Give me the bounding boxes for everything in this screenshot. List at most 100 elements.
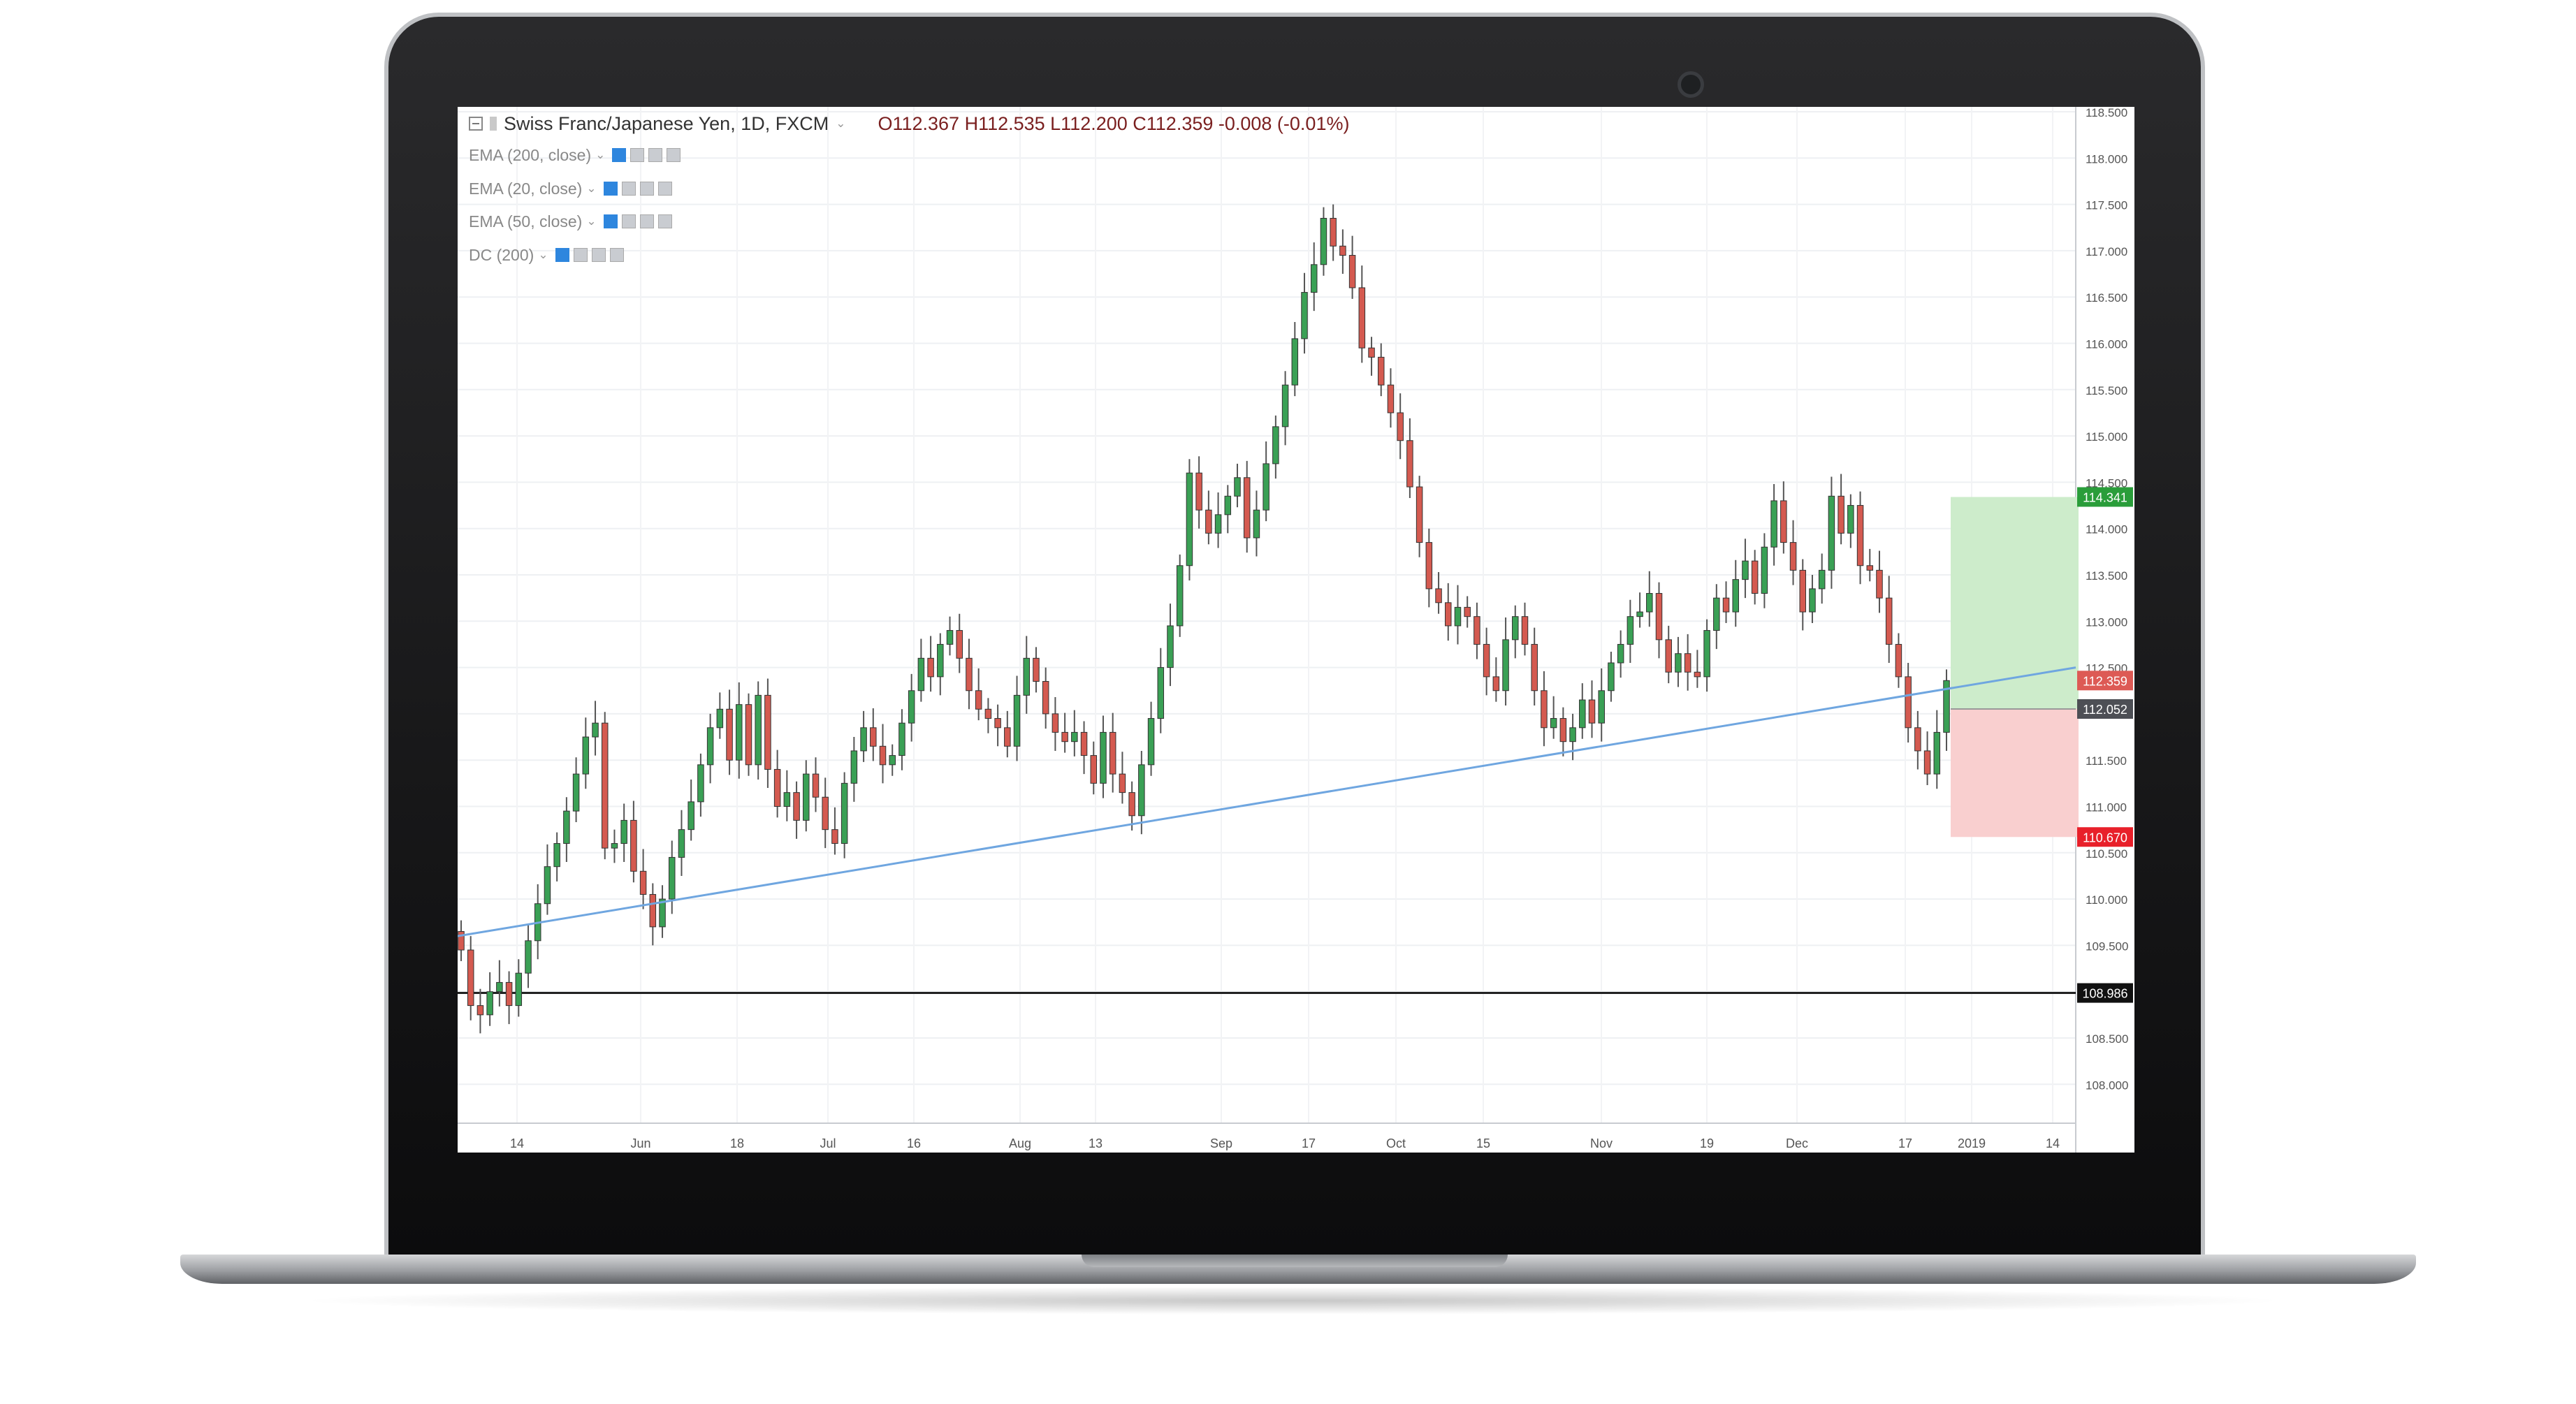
candle bbox=[1080, 731, 1088, 756]
settings-icon[interactable] bbox=[621, 214, 636, 228]
settings-icon[interactable] bbox=[573, 248, 588, 262]
chevron-down-icon[interactable]: ⌄ bbox=[595, 148, 606, 161]
candle bbox=[1214, 514, 1222, 534]
candle bbox=[812, 773, 820, 798]
eye-icon[interactable] bbox=[603, 182, 618, 196]
more-icon[interactable] bbox=[648, 148, 663, 162]
candle bbox=[937, 643, 944, 678]
x-tick-label: 14 bbox=[510, 1136, 524, 1150]
candle bbox=[1061, 731, 1068, 743]
candle bbox=[1167, 625, 1174, 668]
candle bbox=[803, 773, 810, 821]
eye-icon[interactable] bbox=[555, 248, 569, 262]
close-icon[interactable] bbox=[609, 248, 624, 262]
candle bbox=[611, 843, 618, 849]
close-icon[interactable] bbox=[657, 182, 672, 196]
more-icon[interactable] bbox=[591, 248, 606, 262]
candle bbox=[1243, 477, 1251, 539]
y-tick-label: 111.500 bbox=[2086, 754, 2127, 768]
candle bbox=[1512, 616, 1519, 641]
candle bbox=[1234, 477, 1241, 497]
candle bbox=[1876, 569, 1883, 599]
candle bbox=[1751, 560, 1759, 594]
candle bbox=[1675, 653, 1682, 673]
x-tick-label: 14 bbox=[2046, 1136, 2060, 1150]
candle bbox=[1789, 542, 1797, 571]
indicator-dc-200[interactable]: DC (200) ⌄ bbox=[469, 244, 624, 266]
chart-screen[interactable]: 108.000108.500109.000109.500110.000110.5… bbox=[458, 107, 2134, 1153]
laptop-shadow bbox=[293, 1287, 2292, 1315]
close-icon[interactable] bbox=[657, 214, 672, 228]
candle bbox=[1694, 671, 1701, 678]
candle bbox=[1608, 662, 1615, 692]
candle bbox=[1310, 264, 1318, 293]
price-chart[interactable]: 108.000108.500109.000109.500110.000110.5… bbox=[458, 107, 2134, 1153]
chevron-down-icon[interactable]: ⌄ bbox=[836, 117, 846, 130]
support-price-label: 108.986 bbox=[2082, 987, 2127, 1001]
candle bbox=[755, 694, 762, 766]
candle bbox=[927, 657, 934, 678]
indicator-ema-200[interactable]: EMA (200, close) ⌄ bbox=[469, 144, 681, 166]
candle bbox=[1761, 546, 1768, 594]
x-tick-label: 13 bbox=[1089, 1136, 1103, 1150]
eye-icon[interactable] bbox=[603, 214, 618, 228]
candle bbox=[601, 722, 609, 849]
candle bbox=[1272, 426, 1279, 465]
candle bbox=[726, 708, 733, 761]
settings-icon[interactable] bbox=[630, 148, 645, 162]
candle bbox=[1531, 643, 1538, 692]
candle bbox=[898, 722, 905, 756]
candle bbox=[1281, 384, 1289, 427]
candle bbox=[917, 657, 925, 692]
candle bbox=[1579, 699, 1586, 729]
collapse-icon[interactable] bbox=[469, 117, 483, 131]
settings-icon[interactable] bbox=[621, 182, 636, 196]
symbol-title[interactable]: Swiss Franc/Japanese Yen, 1D, FXCM bbox=[504, 112, 829, 134]
y-tick-label: 116.500 bbox=[2086, 291, 2127, 305]
candle bbox=[544, 866, 551, 905]
eye-icon[interactable] bbox=[612, 148, 627, 162]
candle bbox=[1780, 500, 1787, 543]
more-icon[interactable] bbox=[639, 182, 654, 196]
y-tick-label: 115.000 bbox=[2086, 430, 2127, 444]
candle bbox=[476, 1005, 484, 1016]
y-tick-label: 117.500 bbox=[2086, 199, 2127, 212]
more-icon[interactable] bbox=[639, 214, 654, 228]
x-tick-label: Jun bbox=[630, 1136, 650, 1150]
current-price-label-bg bbox=[2077, 671, 2133, 691]
candle bbox=[984, 708, 992, 719]
candle bbox=[956, 630, 963, 659]
candle bbox=[745, 704, 752, 766]
candle bbox=[639, 870, 647, 895]
candle bbox=[1358, 287, 1366, 349]
y-tick-label: 111.000 bbox=[2086, 801, 2127, 814]
candle bbox=[1205, 509, 1212, 534]
candle bbox=[1138, 764, 1145, 817]
candle bbox=[1013, 694, 1021, 747]
candle bbox=[1809, 588, 1816, 613]
y-tick-label: 113.000 bbox=[2086, 615, 2127, 629]
candle bbox=[553, 843, 560, 868]
indicator-label: EMA (20, close) bbox=[469, 179, 583, 198]
indicator-ema-20[interactable]: EMA (20, close) ⌄ bbox=[469, 177, 672, 200]
indicator-ema-50[interactable]: EMA (50, close) ⌄ bbox=[469, 210, 672, 233]
x-tick-label: Nov bbox=[1590, 1136, 1613, 1150]
y-tick-label: 118.000 bbox=[2086, 152, 2127, 166]
candle bbox=[659, 898, 666, 928]
chevron-down-icon[interactable]: ⌄ bbox=[538, 248, 548, 261]
candle bbox=[1339, 245, 1346, 256]
x-tick-label: Sep bbox=[1210, 1136, 1232, 1150]
candle bbox=[1923, 750, 1931, 775]
chevron-down-icon[interactable]: ⌄ bbox=[586, 214, 597, 228]
chevron-down-icon[interactable]: ⌄ bbox=[586, 182, 597, 195]
candle bbox=[1377, 356, 1385, 386]
candle bbox=[1742, 560, 1749, 580]
candle bbox=[525, 940, 532, 974]
close-icon[interactable] bbox=[667, 148, 681, 162]
candle bbox=[1847, 505, 1854, 534]
candle bbox=[1818, 569, 1826, 590]
candle bbox=[1042, 680, 1049, 715]
candle bbox=[1914, 727, 1921, 752]
candle bbox=[1368, 347, 1375, 358]
candle bbox=[1885, 597, 1893, 645]
